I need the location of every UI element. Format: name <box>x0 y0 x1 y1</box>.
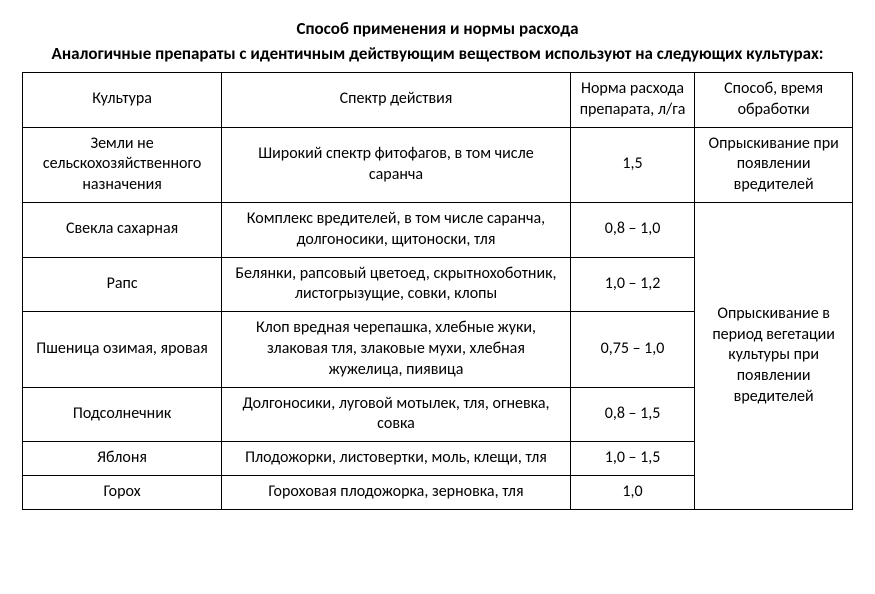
cell-spectrum: Плодожорки, листовертки, моль, клещи, тл… <box>222 442 571 476</box>
cell-method: Опрыскивание при появлении вредителей <box>695 127 853 202</box>
page-title: Способ применения и нормы расхода <box>22 18 853 39</box>
cell-culture: Яблоня <box>23 442 222 476</box>
col-header-method: Способ, время обработки <box>695 73 853 128</box>
cell-culture: Рапс <box>23 257 222 312</box>
cell-rate: 0,8 – 1,5 <box>570 387 695 442</box>
cell-rate: 1,5 <box>570 127 695 202</box>
cell-spectrum: Комплекс вредителей, в том числе саранча… <box>222 202 571 257</box>
table-header-row: Культура Спектр действия Норма расхода п… <box>23 73 853 128</box>
cell-spectrum: Клоп вредная черепашка, хлебные жуки, зл… <box>222 312 571 387</box>
table-row: Свекла сахарная Комплекс вредителей, в т… <box>23 202 853 257</box>
col-header-rate: Норма расхода препарата, л/га <box>570 73 695 128</box>
cell-culture: Горох <box>23 475 222 509</box>
table-row: Земли не сельскохозяйственного назначени… <box>23 127 853 202</box>
cell-culture: Подсолнечник <box>23 387 222 442</box>
cell-rate: 1,0 – 1,5 <box>570 442 695 476</box>
cell-method: Опрыскивание в период вегетации культуры… <box>695 202 853 509</box>
cell-rate: 0,75 – 1,0 <box>570 312 695 387</box>
cell-culture: Пшеница озимая, яровая <box>23 312 222 387</box>
col-header-culture: Культура <box>23 73 222 128</box>
cell-rate: 1,0 – 1,2 <box>570 257 695 312</box>
page-subtitle: Аналогичные препараты с идентичным дейст… <box>22 43 853 64</box>
cell-rate: 1,0 <box>570 475 695 509</box>
cell-spectrum: Широкий спектр фитофагов, в том числе са… <box>222 127 571 202</box>
col-header-spectrum: Спектр действия <box>222 73 571 128</box>
cell-rate: 0,8 – 1,0 <box>570 202 695 257</box>
cell-spectrum: Гороховая плодожорка, зерновка, тля <box>222 475 571 509</box>
cell-spectrum: Белянки, рапсовый цветоед, скрытнохоботн… <box>222 257 571 312</box>
cell-culture: Свекла сахарная <box>23 202 222 257</box>
cell-culture: Земли не сельскохозяйственного назначени… <box>23 127 222 202</box>
usage-table: Культура Спектр действия Норма расхода п… <box>22 72 853 510</box>
cell-spectrum: Долгоносики, луговой мотылек, тля, огнев… <box>222 387 571 442</box>
